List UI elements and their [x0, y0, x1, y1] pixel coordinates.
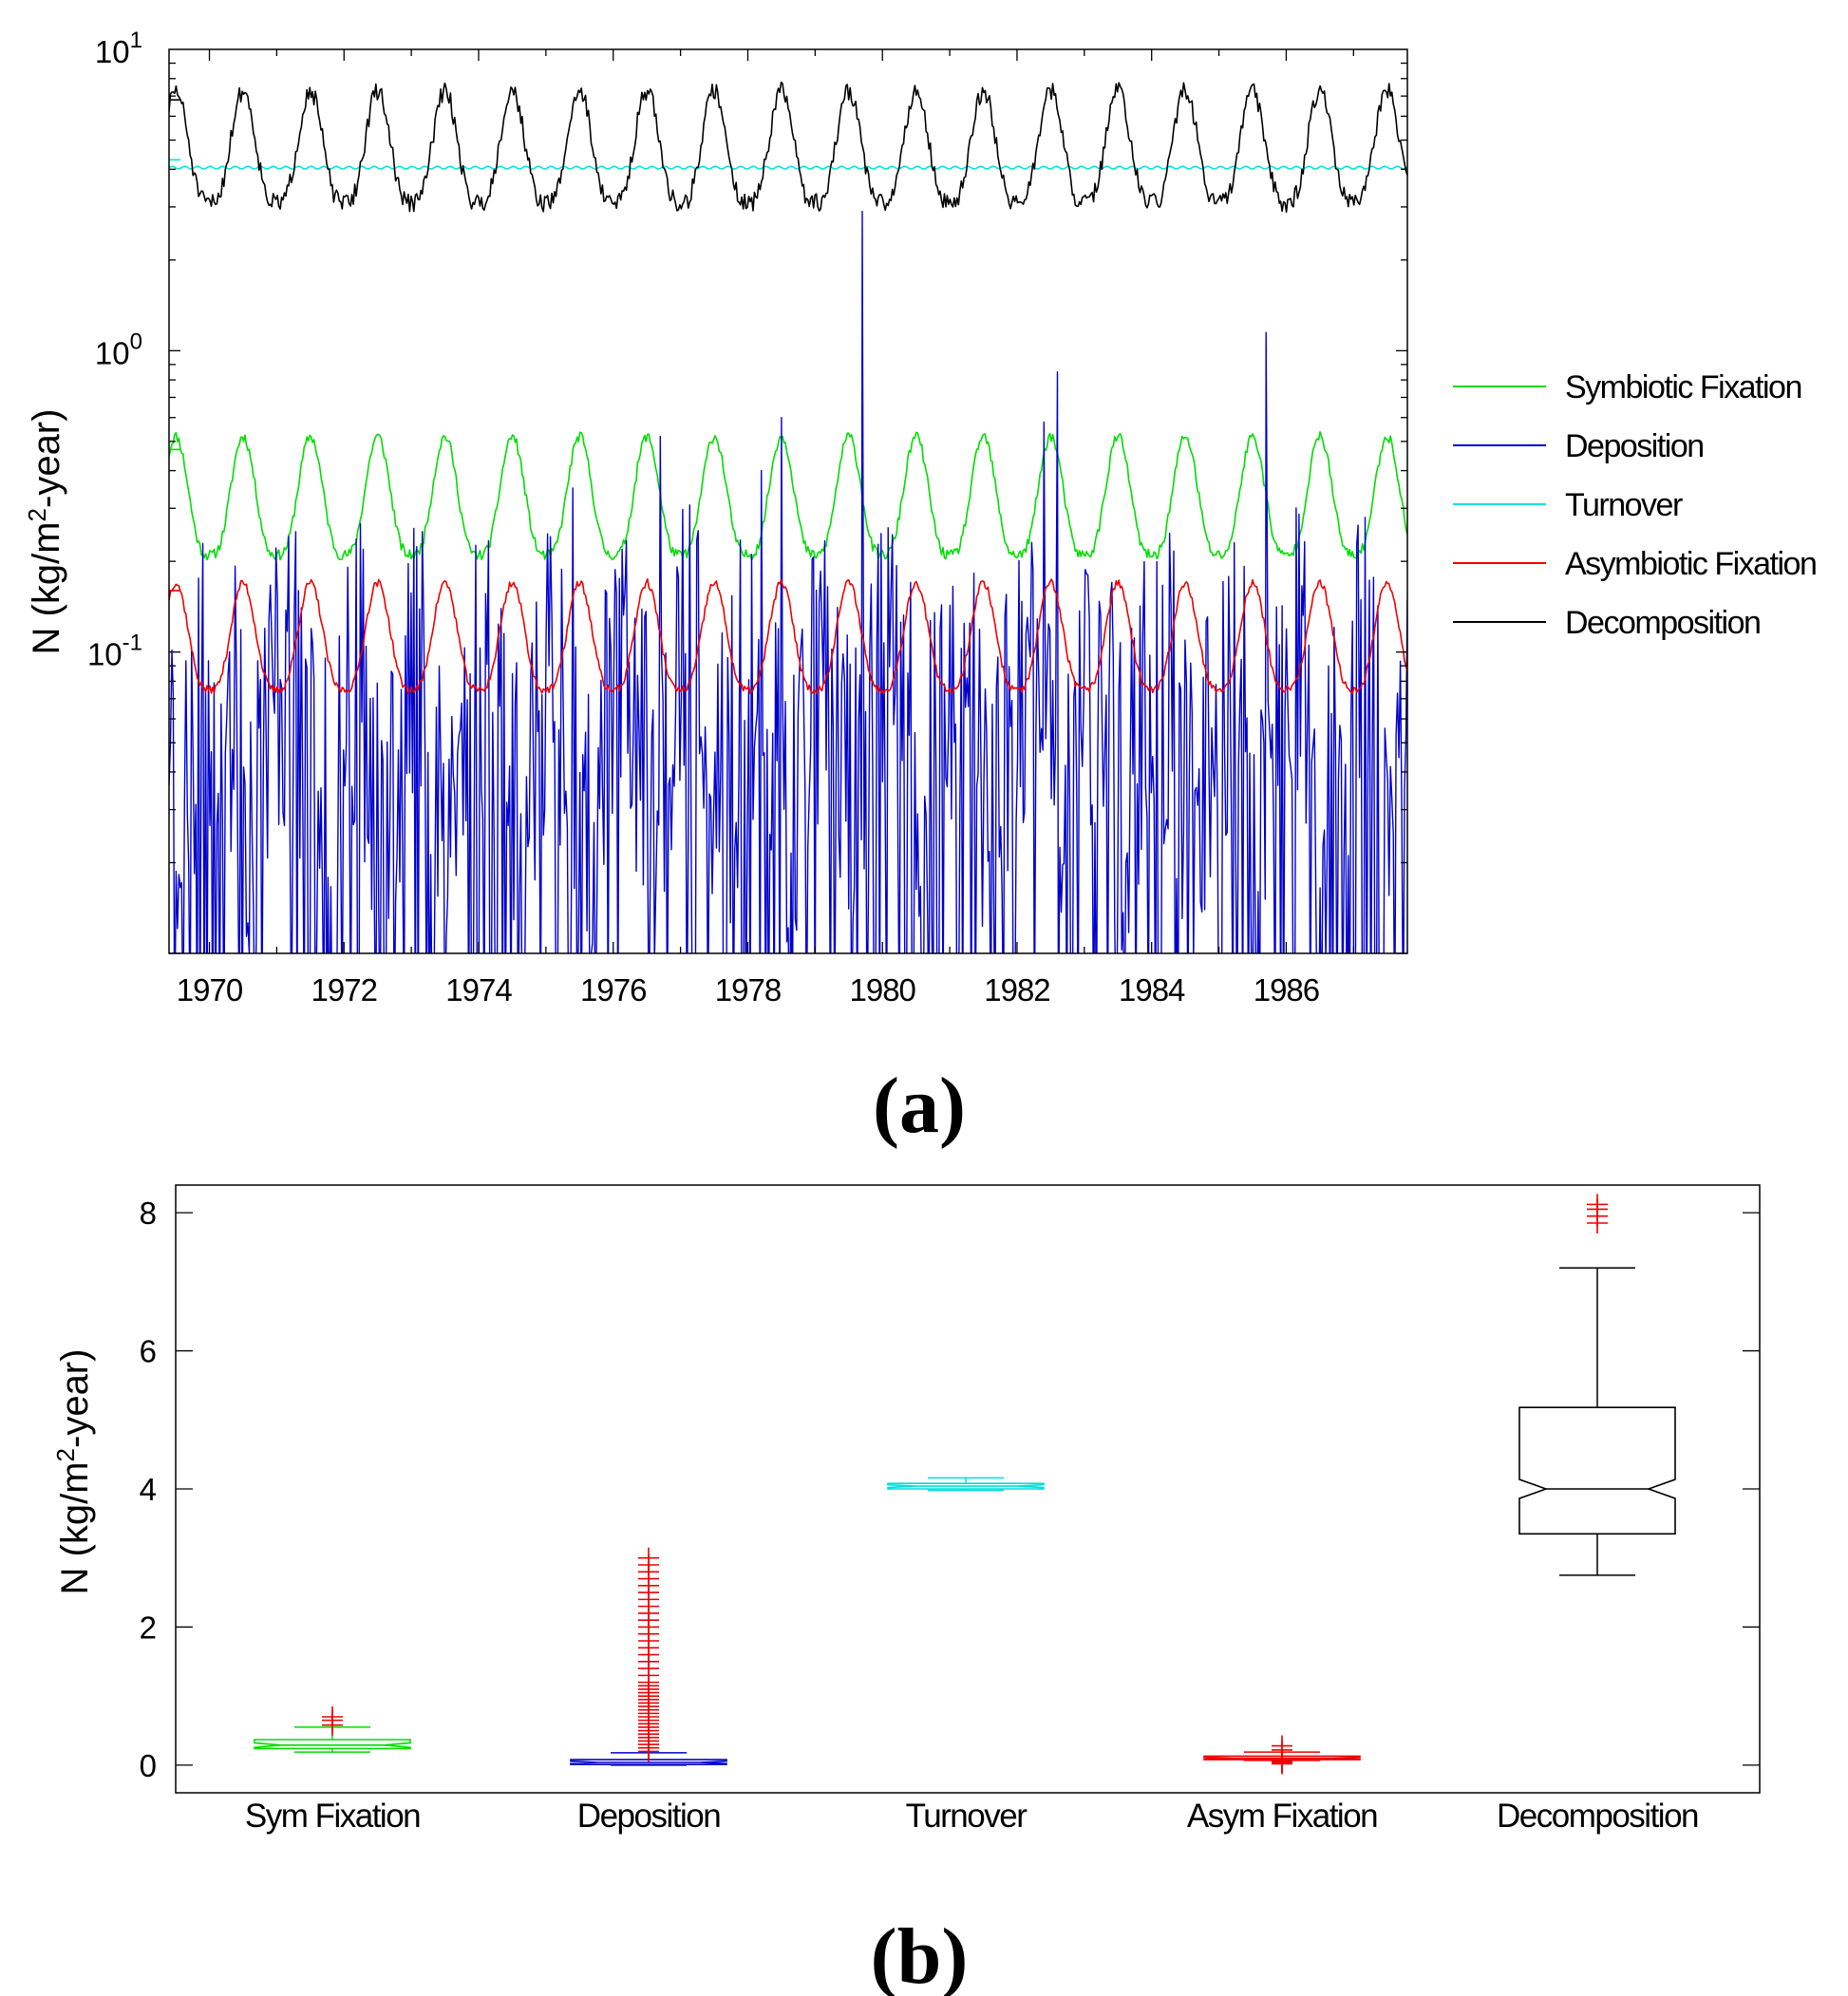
y-tick-label-6: 6: [140, 1334, 157, 1369]
outlier-marker: [1272, 1735, 1292, 1757]
panel-b-category-labels: Sym Fixation Deposition Turnover Asym Fixat…: [245, 1798, 1700, 1835]
panel-a-y-tick-labels: 101 100 10-1: [87, 28, 142, 672]
panel-a-x-tick-labels: 1970 1972 1974 1976 1978 1980 1982 1984 1986: [177, 972, 1320, 1007]
y-tick-label-10e-1: 10-1: [87, 631, 142, 672]
panel-a-time-series: 1970 1972 1974 1976 1978 1980 1982 1984 1986 101…: [23, 28, 1818, 1150]
panel-b-ticks: [176, 1212, 1760, 1766]
category-label-decomposition: Decomposition: [1497, 1798, 1698, 1835]
panel-a-legend: Symbiotic Fixation Deposition Turnover Asym…: [1453, 369, 1818, 641]
x-tick-label-1978: 1978: [715, 972, 781, 1007]
box-turnover: [887, 1477, 1045, 1492]
box-decomposition: [1518, 1194, 1676, 1576]
x-tick-label-1974: 1974: [445, 972, 512, 1007]
x-tick-label-1982: 1982: [984, 972, 1049, 1007]
category-label-asym-fixation: Asym Fixation: [1187, 1798, 1377, 1835]
outlier-marker: [1587, 1194, 1608, 1215]
legend-label-symbiotic-fixation: Symbiotic Fixation: [1565, 369, 1801, 405]
y-tick-label-4: 4: [140, 1472, 157, 1507]
box-body-sym-fixation: [254, 1739, 411, 1750]
legend-label-asymbiotic-fixation: Asymbiotic Fixation: [1565, 546, 1816, 582]
legend-item-decomposition: Decomposition: [1453, 605, 1762, 641]
legend-item-asymbiotic-fixation: Asymbiotic Fixation: [1453, 546, 1818, 582]
series-line-decomposition: [169, 81, 1407, 213]
outlier-marker: [322, 1706, 343, 1727]
category-label-deposition: Deposition: [577, 1798, 720, 1835]
series-line-deposition: [169, 210, 1407, 953]
panel-b-boxes: [254, 1194, 1676, 1775]
outlier-marker: [638, 1547, 659, 1569]
y-tick-label-8: 8: [140, 1196, 157, 1231]
y-tick-label-0: 0: [140, 1748, 157, 1783]
y-tick-label-10e1: 101: [95, 28, 142, 69]
legend-label-deposition: Deposition: [1565, 428, 1704, 464]
category-label-turnover: Turnover: [906, 1798, 1028, 1835]
x-tick-label-1984: 1984: [1119, 972, 1185, 1007]
box-body-turnover: [887, 1482, 1045, 1490]
legend-item-symbiotic-fixation: Symbiotic Fixation: [1453, 369, 1802, 405]
box-asym-fixation: [1203, 1735, 1361, 1775]
panel-a-plot-frame: [168, 48, 1408, 954]
box-body-decomposition: [1518, 1406, 1676, 1535]
panel-a-y-axis-label: N (kg/m2-year): [23, 409, 67, 655]
box-sym-fixation: [254, 1706, 411, 1753]
panel-a-label: (a): [873, 1062, 966, 1150]
series-line-asymbiotic-fixation: [169, 578, 1407, 695]
y-tick-label-2: 2: [140, 1610, 157, 1645]
x-tick-label-1986: 1986: [1254, 972, 1319, 1007]
x-tick-label-1980: 1980: [850, 972, 916, 1007]
legend-label-turnover: Turnover: [1565, 487, 1683, 523]
x-tick-label-1976: 1976: [580, 972, 646, 1007]
series-line-symbiotic-fixation: [169, 431, 1407, 561]
category-label-sym-fixation: Sym Fixation: [245, 1798, 420, 1835]
box-body-deposition: [570, 1759, 727, 1765]
panel-b-box-plot: 0 2 4 6 8 Sym Fixation Deposition Turnover Asym…: [51, 1184, 1761, 1996]
legend-label-decomposition: Decomposition: [1565, 605, 1760, 641]
panel-a-series-group: [169, 81, 1407, 953]
panel-a-ticks: [169, 49, 1407, 954]
x-tick-label-1970: 1970: [177, 972, 243, 1007]
legend-item-deposition: Deposition: [1453, 428, 1705, 464]
series-line-turnover: [169, 165, 1407, 170]
x-tick-label-1972: 1972: [311, 972, 377, 1007]
panel-b-label: (b): [871, 1912, 969, 1996]
box-body-asym-fixation: [1203, 1755, 1361, 1761]
legend-item-turnover: Turnover: [1453, 487, 1684, 523]
y-tick-label-10e0: 100: [95, 329, 142, 370]
box-deposition: [570, 1547, 727, 1766]
panel-b-y-axis-label: N (kg/m2-year): [51, 1349, 96, 1595]
panel-b-y-tick-labels: 0 2 4 6 8: [140, 1196, 157, 1783]
